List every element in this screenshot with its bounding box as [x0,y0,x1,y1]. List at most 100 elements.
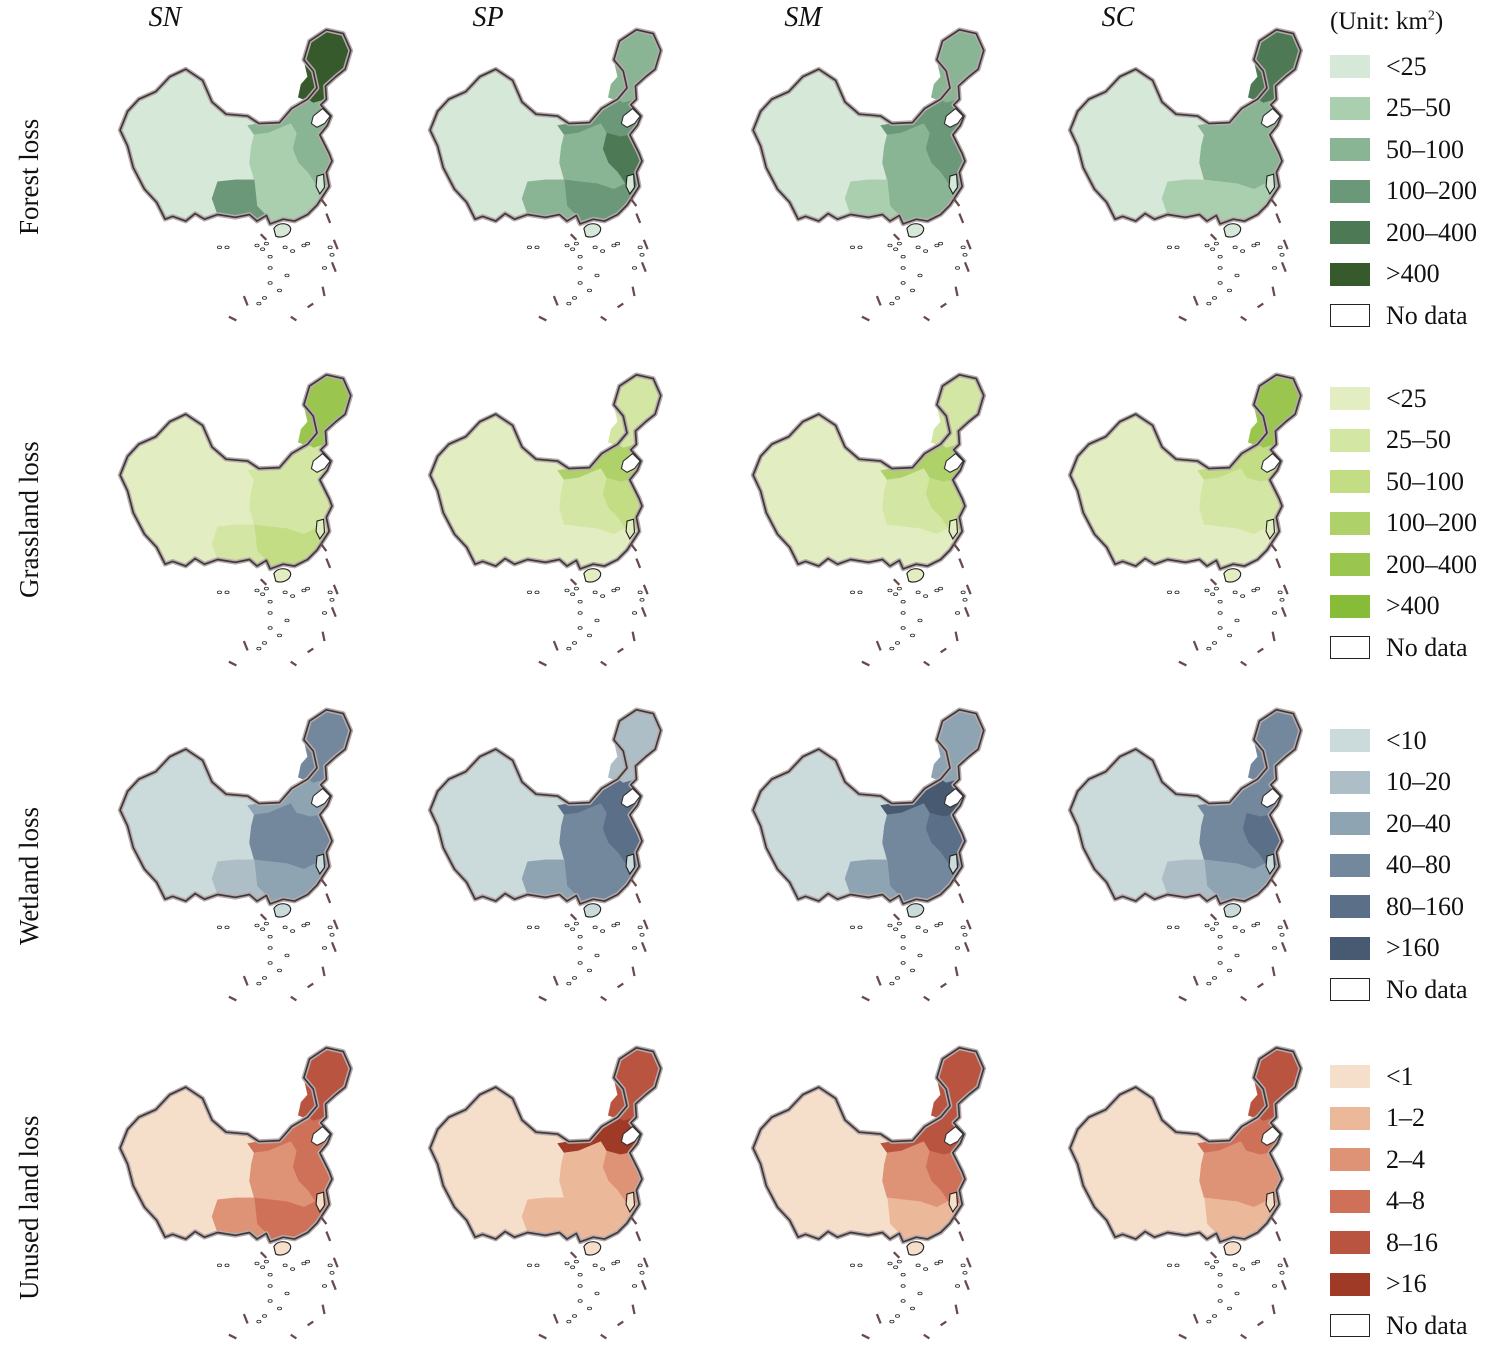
islet [923,594,929,598]
islet [262,976,267,980]
dashed-boundary [1257,982,1264,989]
legend-item-no-data: No data [1330,627,1500,669]
islet [577,281,583,285]
dashed-boundary [923,995,930,1002]
dashed-boundary [259,1251,268,1259]
dashed-boundary [1178,1333,1187,1340]
row-label-forest-loss: Forest loss [14,118,44,235]
hainan-island [273,903,292,918]
legend-item: 4–8 [1330,1181,1500,1223]
dashed-boundary [1178,315,1187,322]
bohai-sea [310,452,331,473]
legend-swatch [1330,387,1370,411]
dashed-boundary [952,197,961,207]
dashed-boundary [569,913,578,921]
islet [934,1261,940,1266]
taiwan-island [625,853,636,875]
legend-swatch [1330,138,1370,162]
legend-swatch [1330,221,1370,245]
dashed-boundary [330,261,337,273]
dashed-boundary [1257,647,1264,654]
islet [277,288,282,293]
dashed-boundary [259,913,268,921]
legend-label: 40–80 [1386,850,1451,880]
dashed-boundary [1271,286,1276,297]
islet [1167,925,1172,930]
china-map-svg [427,372,664,667]
unit-close: ) [1434,8,1444,35]
islet [1206,981,1212,986]
dashed-boundary [332,1257,339,1268]
dashed-boundary [332,239,339,250]
dashed-boundary [228,995,237,1002]
islet [564,588,570,593]
boundary-line [119,373,352,570]
islet [615,241,621,246]
legend-label-no-data: No data [1386,632,1468,662]
islet [895,1314,900,1318]
map-wetland-loss-sn [62,702,362,1012]
legend-item: >160 [1330,928,1500,970]
bohai-sea [310,1125,331,1146]
dashed-boundary [629,1215,638,1225]
china-map-svg [117,707,354,1002]
dashed-boundary [319,1215,328,1225]
dashed-boundary [892,233,901,241]
islet [889,1319,895,1324]
dashed-boundary [330,606,337,618]
legend-item: 40–80 [1330,845,1500,887]
dashed-boundary [642,919,649,930]
boundary-line [752,28,985,225]
islet [577,254,583,259]
dashed-boundary [552,640,559,651]
islet [923,249,929,253]
islet [900,626,906,630]
legend-swatch [1330,179,1370,203]
islet [889,646,895,651]
dashed-boundary [552,295,559,306]
islet [262,1314,267,1318]
legend-item-no-data: No data [1330,295,1500,337]
islet [1212,1314,1217,1318]
map-grassland-loss-sm [695,367,995,677]
islet [1217,1272,1223,1277]
bohai-sea [620,787,641,808]
dashed-boundary [242,1313,249,1324]
islet [915,925,921,930]
dashed-boundary [892,1251,901,1259]
islet [1204,1261,1210,1266]
dashed-boundary [1257,1320,1264,1327]
islet [260,592,266,596]
dashed-boundary [640,1279,647,1291]
islet [857,1263,863,1268]
dashed-boundary [892,578,901,586]
legend-item: 1–2 [1330,1098,1500,1140]
china-map-svg [1067,372,1304,667]
map-forest-loss-sc [1012,22,1312,332]
dashed-boundary [307,1320,314,1327]
legend-item: >16 [1330,1264,1500,1306]
islet [600,594,606,598]
islet [594,273,600,278]
islet [564,1261,570,1266]
islet [615,921,621,926]
islet [1234,953,1240,958]
islet [564,923,570,928]
dashed-boundary [875,1313,882,1324]
dashed-boundary [1275,1231,1282,1242]
islet [960,925,966,930]
dashed-boundary [319,542,328,552]
boundary-line [1069,708,1302,905]
islet [850,245,855,250]
islet [267,281,273,285]
islet [1206,646,1212,651]
dashed-boundary [1280,261,1287,273]
dashed-boundary [1209,233,1218,241]
islet [895,296,900,300]
islet [910,1306,915,1311]
islet [256,1319,262,1324]
china-map-svg [750,1045,987,1340]
islet [915,1263,921,1268]
islet [615,1259,621,1264]
hainan-island [273,568,292,583]
